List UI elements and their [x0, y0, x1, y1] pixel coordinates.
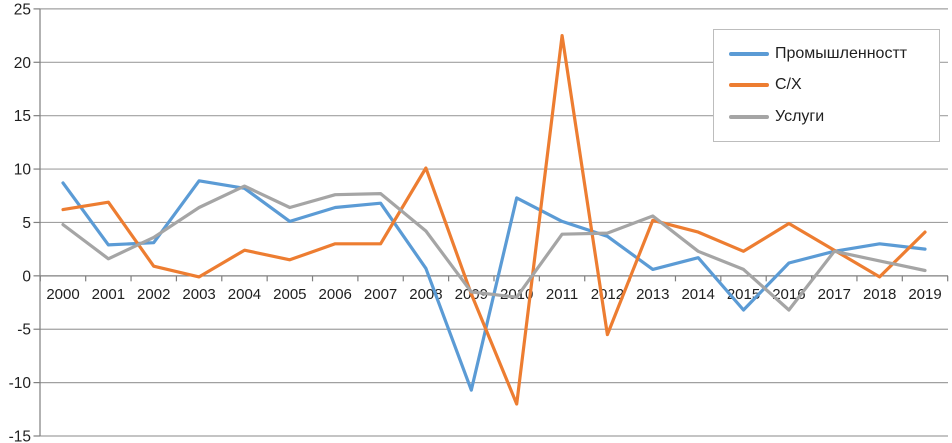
x-axis-year-label: 2000: [46, 286, 79, 303]
x-axis-year-label: 2001: [92, 286, 125, 303]
legend-swatch-services: [729, 115, 769, 120]
y-axis-tick-label: -10: [9, 375, 32, 392]
x-axis-year-label: 2007: [364, 286, 397, 303]
x-axis-year-label: 2004: [228, 286, 261, 303]
series-line-services: [61, 184, 927, 312]
series-line-agriculture: [61, 33, 927, 406]
x-axis-year-label: 2018: [863, 286, 896, 303]
legend-swatch-industry: [729, 51, 769, 56]
y-axis-tick-label: 20: [14, 55, 32, 72]
y-axis-tick-label: 15: [14, 108, 31, 125]
legend-label-agriculture: С/Х: [775, 76, 802, 94]
x-axis-year-label: 2011: [546, 286, 578, 303]
x-axis-year-label: 2003: [182, 286, 215, 303]
legend-label-industry: Промышленностт: [775, 44, 908, 62]
y-axis-tick-label: 5: [22, 215, 31, 232]
x-axis-year-label: 2010: [500, 286, 533, 303]
legend-item-services: Услуги: [729, 108, 933, 126]
legend-item-agriculture: С/Х: [729, 76, 933, 94]
legend-label-services: Услуги: [775, 108, 825, 126]
y-axis-tick-label: 0: [22, 268, 31, 285]
legend-swatch-agriculture: [729, 83, 769, 88]
x-axis-year-label: 2017: [818, 286, 851, 303]
legend-item-industry: Промышленностт: [729, 45, 933, 63]
x-axis-year-label: 2012: [591, 286, 624, 303]
x-axis-year-label: 2013: [636, 286, 669, 303]
y-axis-tick-label: 10: [14, 162, 32, 179]
x-axis-year-label: 2002: [137, 286, 170, 303]
x-axis-year-label: 2006: [319, 286, 352, 303]
y-axis-tick-label: -5: [17, 322, 31, 339]
y-axis-tick-label: 25: [14, 1, 31, 18]
x-axis-year-label: 2019: [908, 286, 941, 303]
legend: Промышленностт С/Х Услуги: [713, 29, 940, 142]
x-axis-year-label: 2005: [273, 286, 306, 303]
x-axis-year-label: 2014: [681, 286, 714, 303]
y-axis-tick-label: -15: [9, 429, 31, 443]
